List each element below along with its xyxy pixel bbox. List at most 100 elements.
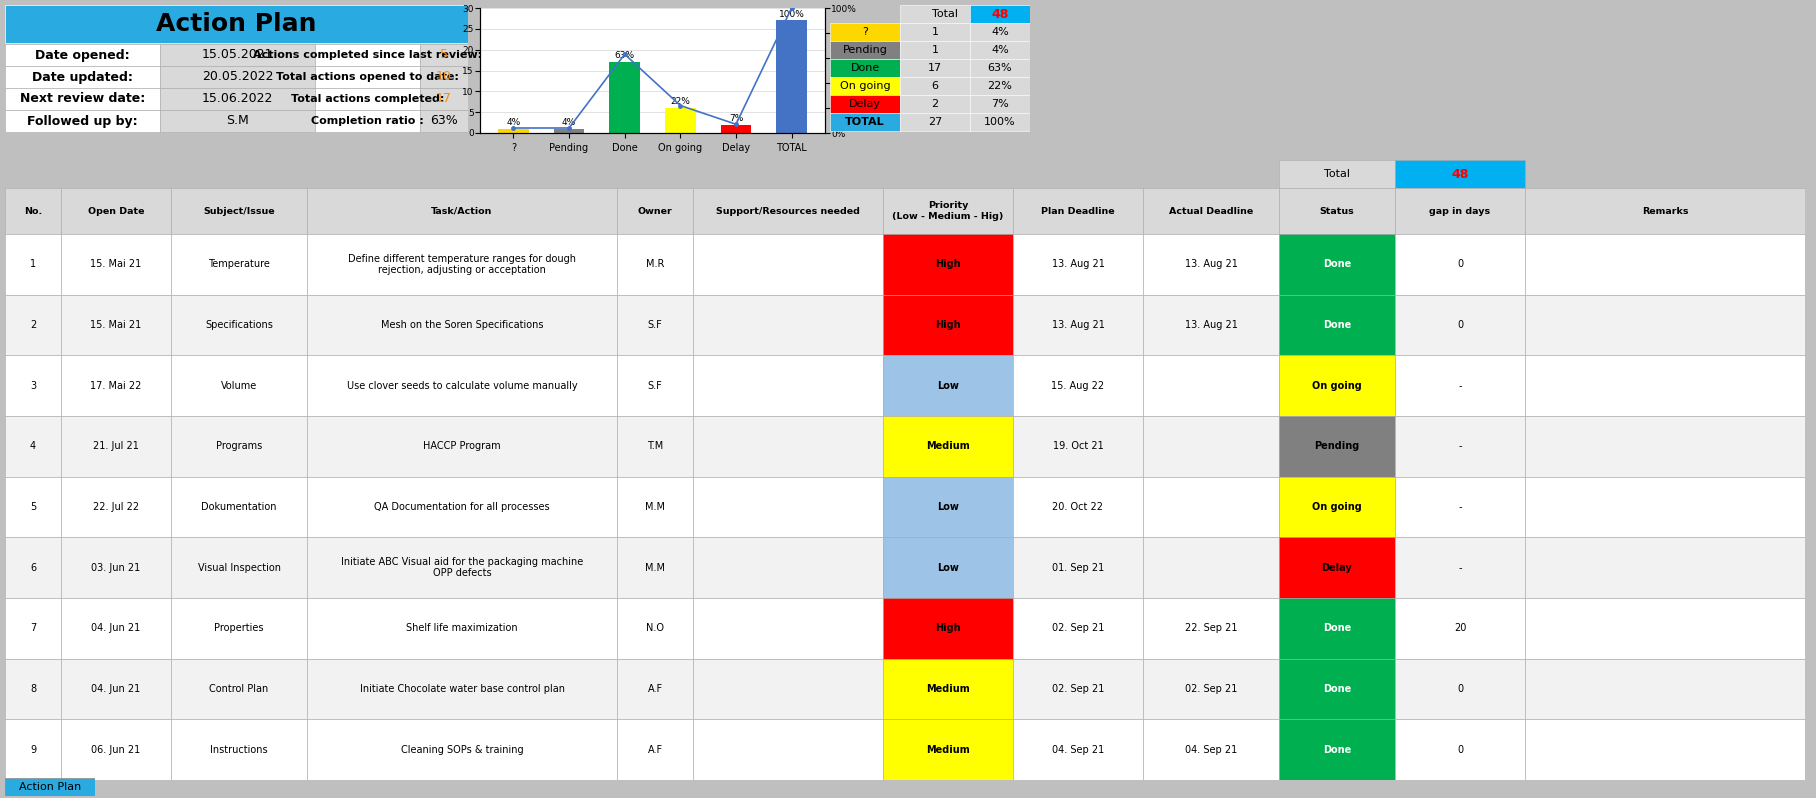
- Text: 7: 7: [29, 623, 36, 634]
- Bar: [617, 598, 694, 658]
- Bar: [314, 88, 419, 110]
- Bar: [1142, 416, 1278, 476]
- Text: -: -: [1458, 441, 1462, 452]
- Text: Low: Low: [937, 563, 959, 573]
- Text: On going: On going: [1313, 502, 1362, 512]
- Bar: [1013, 476, 1142, 537]
- Text: 02. Sep 21: 02. Sep 21: [1184, 684, 1237, 694]
- Text: 10: 10: [436, 70, 452, 84]
- Text: Total: Total: [932, 9, 959, 19]
- Text: A.F: A.F: [648, 684, 663, 694]
- Text: Define different temperature ranges for dough
rejection, adjusting or acceptatio: Define different temperature ranges for …: [349, 254, 576, 275]
- Text: Pending: Pending: [843, 45, 888, 55]
- Bar: [970, 77, 1030, 95]
- Text: 2: 2: [29, 320, 36, 330]
- Text: 19. Oct 21: 19. Oct 21: [1053, 441, 1104, 452]
- Bar: [694, 355, 883, 416]
- Bar: [62, 658, 171, 719]
- Text: 22. Sep 21: 22. Sep 21: [1184, 623, 1237, 634]
- Bar: [883, 658, 1013, 719]
- Text: 17: 17: [928, 63, 943, 73]
- Bar: [160, 44, 314, 66]
- Bar: [1142, 598, 1278, 658]
- Bar: [1013, 294, 1142, 355]
- Bar: [1013, 416, 1142, 476]
- Text: Total actions completed:: Total actions completed:: [291, 94, 445, 104]
- Text: 03. Jun 21: 03. Jun 21: [91, 563, 140, 573]
- Text: Low: Low: [937, 381, 959, 391]
- Text: 9: 9: [29, 745, 36, 755]
- Bar: [721, 124, 752, 133]
- Bar: [5, 598, 62, 658]
- Bar: [665, 108, 696, 133]
- Bar: [5, 88, 160, 110]
- Bar: [62, 537, 171, 598]
- Bar: [1142, 476, 1278, 537]
- Text: Total: Total: [1324, 169, 1349, 179]
- Text: Date updated:: Date updated:: [33, 70, 133, 84]
- Bar: [883, 476, 1013, 537]
- Text: Control Plan: Control Plan: [209, 684, 269, 694]
- Bar: [1525, 294, 1805, 355]
- Bar: [171, 658, 307, 719]
- Text: 4%: 4%: [992, 27, 1010, 37]
- Text: High: High: [935, 623, 961, 634]
- Bar: [554, 128, 585, 133]
- Text: 4%: 4%: [992, 45, 1010, 55]
- Bar: [883, 416, 1013, 476]
- Bar: [1142, 719, 1278, 780]
- Bar: [5, 66, 160, 88]
- Text: 21. Jul 21: 21. Jul 21: [93, 441, 140, 452]
- Bar: [307, 719, 617, 780]
- Bar: [694, 416, 883, 476]
- Bar: [901, 41, 970, 59]
- Text: 63%: 63%: [430, 114, 458, 128]
- Bar: [307, 658, 617, 719]
- Bar: [617, 719, 694, 780]
- Bar: [617, 355, 694, 416]
- Bar: [62, 234, 171, 294]
- Bar: [5, 476, 62, 537]
- Text: Next review date:: Next review date:: [20, 93, 145, 105]
- Text: High: High: [935, 320, 961, 330]
- Text: 04. Jun 21: 04. Jun 21: [91, 623, 140, 634]
- Text: 4%: 4%: [507, 118, 521, 127]
- Bar: [883, 294, 1013, 355]
- Bar: [970, 113, 1030, 131]
- Text: Action Plan: Action Plan: [18, 782, 82, 792]
- Bar: [5, 234, 62, 294]
- Bar: [62, 598, 171, 658]
- Bar: [901, 77, 970, 95]
- Text: 02. Sep 21: 02. Sep 21: [1051, 684, 1104, 694]
- Text: 1: 1: [29, 259, 36, 270]
- Text: Pending: Pending: [1315, 441, 1360, 452]
- Bar: [694, 234, 883, 294]
- Bar: [160, 110, 314, 132]
- Bar: [5, 294, 62, 355]
- Bar: [307, 598, 617, 658]
- Bar: [1013, 234, 1142, 294]
- Bar: [830, 59, 901, 77]
- Bar: [970, 5, 1030, 23]
- Text: On going: On going: [839, 81, 890, 91]
- Bar: [883, 719, 1013, 780]
- Bar: [1278, 294, 1395, 355]
- Text: 04. Sep 21: 04. Sep 21: [1051, 745, 1104, 755]
- Text: Done: Done: [1322, 745, 1351, 755]
- Bar: [5, 658, 62, 719]
- Text: 63%: 63%: [988, 63, 1012, 73]
- Text: Subject/Issue: Subject/Issue: [203, 207, 274, 215]
- Text: Followed up by:: Followed up by:: [27, 114, 138, 128]
- Text: Done: Done: [1322, 684, 1351, 694]
- Text: Date opened:: Date opened:: [35, 49, 129, 61]
- Bar: [694, 188, 883, 234]
- Text: 15. Mai 21: 15. Mai 21: [91, 259, 142, 270]
- Text: Delay: Delay: [850, 99, 881, 109]
- Bar: [1142, 537, 1278, 598]
- Text: 15. Aug 22: 15. Aug 22: [1051, 381, 1104, 391]
- Bar: [1278, 234, 1395, 294]
- Bar: [1013, 355, 1142, 416]
- Bar: [5, 110, 160, 132]
- Bar: [1395, 537, 1525, 598]
- Bar: [1142, 658, 1278, 719]
